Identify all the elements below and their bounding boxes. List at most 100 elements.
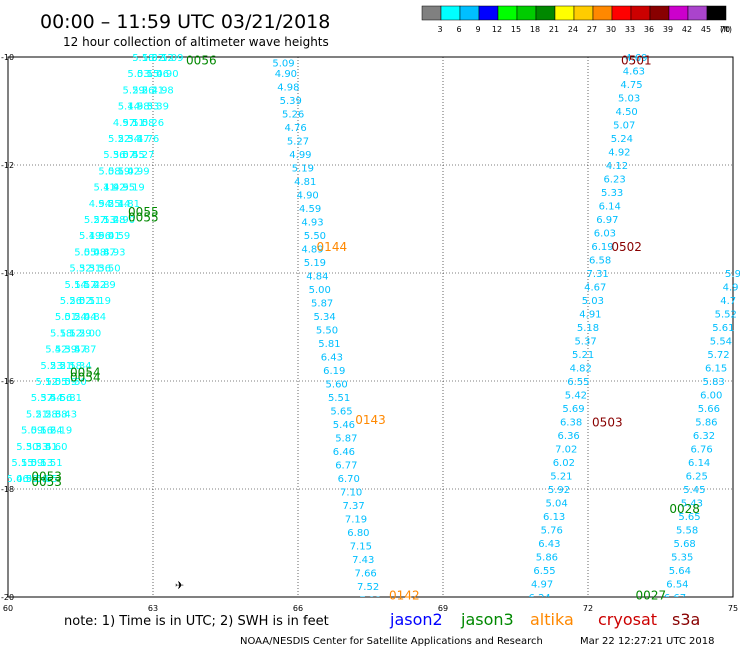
colorbar-label: 33 bbox=[625, 25, 635, 34]
wave-height-value: 5.34 bbox=[313, 312, 335, 323]
chart-subtitle: 12 hour collection of altimeter wave hei… bbox=[63, 35, 329, 49]
colorbar-label: 27 bbox=[587, 25, 597, 34]
wave-height-value: 4.97 bbox=[113, 118, 135, 129]
wave-height-value: 5.18 bbox=[60, 361, 82, 372]
wave-height-value: 6.67 bbox=[664, 593, 686, 604]
legend-s3a: s3a bbox=[672, 610, 700, 629]
wave-height-value: 6.15 bbox=[705, 364, 727, 375]
wave-height-value: 5.25 bbox=[98, 199, 120, 210]
wave-height-value: 4.99 bbox=[16, 474, 38, 485]
pass-number-label: 0054 bbox=[70, 371, 101, 385]
chart-title: 00:00 – 11:59 UTC 03/21/2018 bbox=[40, 11, 330, 33]
wave-height-value: 5.11 bbox=[123, 118, 145, 129]
wave-height-value: 5.21 bbox=[142, 85, 164, 96]
wave-height-value: 7.52 bbox=[357, 582, 379, 593]
wave-height-value: 6.80 bbox=[347, 528, 369, 539]
wave-height-value: 5.14 bbox=[65, 280, 87, 291]
wave-height-value: 6.24 bbox=[529, 593, 551, 604]
wave-height-value: 5.36 bbox=[103, 150, 125, 161]
wave-height-value: 4.95 bbox=[113, 183, 135, 194]
wave-height-value: 5.23 bbox=[40, 361, 62, 372]
wave-height-value: 5.86 bbox=[536, 553, 558, 564]
wave-height-value: 5.68 bbox=[674, 539, 696, 550]
wave-height-value: 4.94 bbox=[89, 199, 111, 210]
wave-height-value: 4.76 bbox=[137, 134, 159, 145]
pass-number-label: 0056 bbox=[186, 54, 217, 68]
wave-height-value: 4.92 bbox=[103, 183, 125, 194]
wave-height-value: 5.46 bbox=[333, 420, 355, 431]
colorbar-swatch bbox=[478, 5, 499, 21]
wave-height-value: 5.14 bbox=[118, 102, 140, 113]
wave-height-value: 5.15 bbox=[11, 458, 33, 469]
colorbar-swatch bbox=[592, 5, 613, 21]
wave-height-value: 4.90 bbox=[113, 215, 135, 226]
y-tick-label: -10 bbox=[1, 53, 14, 62]
wave-height-value: 5.42 bbox=[565, 391, 587, 402]
legend-altika: altika bbox=[530, 610, 574, 629]
wave-height-value: 5.87 bbox=[311, 299, 333, 310]
wave-height-value: 5.27 bbox=[287, 137, 309, 148]
colorbar-swatch bbox=[668, 5, 689, 21]
wave-height-value: 4.82 bbox=[570, 364, 592, 375]
wave-height-value: 5.22 bbox=[108, 134, 130, 145]
colorbar-swatch bbox=[611, 5, 632, 21]
wave-height-value: 5.09 bbox=[161, 53, 183, 64]
wave-height-value: 6.55 bbox=[567, 377, 589, 388]
wave-height-value: 4.90 bbox=[275, 69, 297, 80]
colorbar-unit: (ft) bbox=[720, 25, 732, 34]
wave-height-value: 7.02 bbox=[555, 445, 577, 456]
colorbar-label: 70 bbox=[720, 25, 730, 34]
colorbar-swatch bbox=[554, 5, 575, 21]
wave-height-value: 4.75 bbox=[620, 80, 642, 91]
wave-height-value: 5.60 bbox=[45, 442, 67, 453]
wave-height-value: 6.19 bbox=[323, 366, 345, 377]
wave-height-value: 5.19 bbox=[79, 231, 101, 242]
wave-height-value: 5.31 bbox=[79, 264, 101, 275]
wave-height-value: 5.58 bbox=[676, 526, 698, 537]
wave-height-value: 5.19 bbox=[292, 164, 314, 175]
wave-height-value: 5.08 bbox=[132, 118, 154, 129]
wave-height-value: 5.16 bbox=[31, 426, 53, 437]
wave-height-value: 5.05 bbox=[45, 377, 67, 388]
wave-height-value: 4.81 bbox=[294, 177, 316, 188]
wave-height-value: 6.13 bbox=[543, 512, 565, 523]
wave-height-value: 7.10 bbox=[340, 488, 362, 499]
colorbar-label: 45 bbox=[701, 25, 711, 34]
wave-height-value: 6.97 bbox=[596, 215, 618, 226]
wave-height-value: 5.05 bbox=[74, 247, 96, 258]
wave-height-value: 5.14 bbox=[108, 199, 130, 210]
wave-height-value: 5.81 bbox=[318, 339, 340, 350]
colorbar-swatch bbox=[516, 5, 537, 21]
wave-height-value: 4.87 bbox=[94, 247, 116, 258]
wave-height-value: 5.21 bbox=[572, 350, 594, 361]
wave-height-value: 5.12 bbox=[152, 53, 174, 64]
x-tick-label: 69 bbox=[438, 604, 448, 613]
wave-height-value: 5.64 bbox=[669, 566, 691, 577]
wave-height-value: 4.84 bbox=[306, 272, 328, 283]
wave-height-value: 5.04 bbox=[74, 312, 96, 323]
wave-height-value: 5.26 bbox=[282, 110, 304, 121]
land-marker: ✈ bbox=[175, 579, 184, 592]
wave-height-value: 6.36 bbox=[558, 431, 580, 442]
wave-height-value: 5.33 bbox=[601, 188, 623, 199]
wave-height-value: 5.03 bbox=[618, 94, 640, 105]
wave-height-value: 6.38 bbox=[560, 418, 582, 429]
wave-height-value: 4.59 bbox=[299, 204, 321, 215]
wave-height-value: 5.27 bbox=[84, 215, 106, 226]
wave-height-value: 5.13 bbox=[94, 215, 116, 226]
wave-height-value: 5.03 bbox=[127, 69, 149, 80]
wave-height-value: 5.65 bbox=[330, 407, 352, 418]
wave-height-value: 5.9 bbox=[725, 269, 740, 280]
wave-height-value: 5.19 bbox=[89, 296, 111, 307]
wave-height-value: 5.37 bbox=[31, 393, 53, 404]
wave-height-value: 5.45 bbox=[123, 150, 145, 161]
wave-height-value: 4.81 bbox=[118, 199, 140, 210]
wave-height-value: 5.50 bbox=[98, 264, 120, 275]
footer-timestamp: Mar 22 12:27:21 UTC 2018 bbox=[580, 636, 715, 647]
wave-height-value: 6.43 bbox=[321, 353, 343, 364]
wave-height-value: 5.08 bbox=[98, 166, 120, 177]
satellite-legend: jason2 jason3 altika cryosat s3a bbox=[389, 610, 700, 629]
wave-height-value: 5.19 bbox=[108, 166, 130, 177]
